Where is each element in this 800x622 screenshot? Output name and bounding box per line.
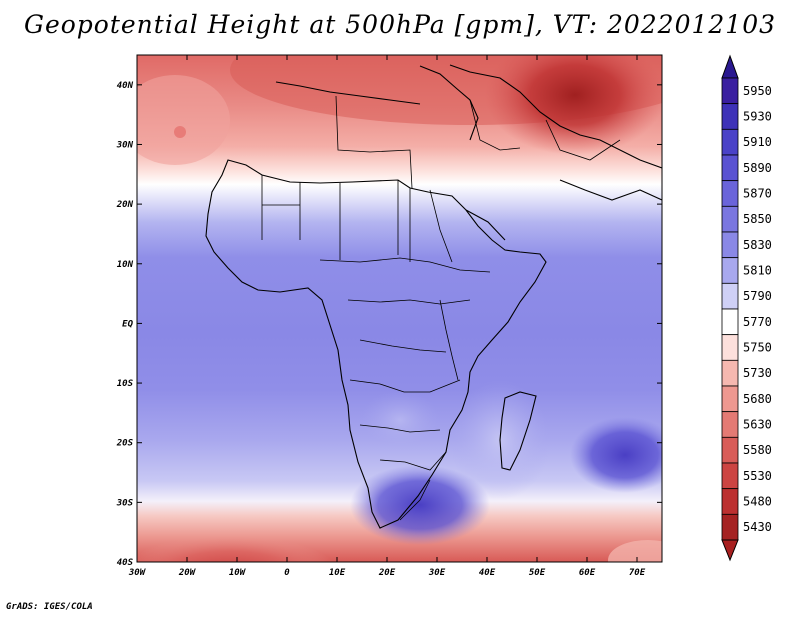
colorbar: 5950 5930 5910 5890 5870 5850 5830 5810 5790 5770… (721, 54, 772, 562)
colorbar-label: 5680 (743, 392, 772, 406)
lon-tick-label: 10W (229, 568, 247, 578)
colorbar-label: 5910 (743, 135, 772, 149)
colorbar-label: 5750 (743, 341, 772, 355)
colorbar-swatch (721, 513, 739, 541)
colorbar-label: 5630 (743, 418, 772, 432)
colorbar-label: 5890 (743, 161, 772, 175)
lat-tick-label: 30S (116, 498, 134, 508)
colorbar-label: 5830 (743, 238, 772, 252)
lon-tick-label: 70E (629, 568, 646, 578)
colorbar-swatch (721, 385, 739, 413)
colorbar-swatch (721, 128, 739, 156)
lat-tick-label: 20S (116, 439, 134, 449)
lon-tick-label: 0 (284, 568, 290, 578)
lat-tick-label: 40S (117, 558, 134, 568)
colorbar-swatch (721, 77, 739, 105)
colorbar-label: 5870 (743, 187, 772, 201)
lon-tick-label: 20E (378, 568, 396, 578)
colorbar-label: 5430 (743, 520, 772, 534)
colorbar-swatch (721, 103, 739, 130)
chart-title: Geopotential Height at 500hPa [gpm], VT:… (23, 10, 777, 39)
lon-tick-label: 40E (479, 568, 496, 578)
height-field (137, 55, 662, 562)
colorbar-swatch (721, 205, 739, 233)
colorbar-swatch (721, 231, 739, 259)
lon-tick-label: 30E (428, 568, 446, 578)
lat-tick-label: 10N (117, 260, 134, 270)
colorbar-label: 5580 (743, 443, 772, 457)
colorbar-label: 5480 (743, 495, 772, 509)
lon-tick-label: 50E (529, 568, 546, 578)
colorbar-label: 5530 (743, 469, 772, 483)
footer-credit: GrADS: IGES/COLA (6, 602, 93, 612)
lat-tick-label: 10S (117, 379, 134, 389)
lat-tick-label: 20N (116, 200, 134, 210)
lon-tick-label: 30W (128, 568, 147, 578)
colorbar-label: 5950 (743, 84, 772, 98)
colorbar-swatch (721, 282, 739, 310)
country-borders (261, 95, 621, 521)
colorbar-label: 5810 (743, 264, 772, 278)
colorbar-swatch (721, 308, 739, 336)
lon-tick-label: 10E (329, 568, 346, 578)
colorbar-swatch (721, 334, 739, 361)
colorbar-label: 5730 (743, 366, 772, 380)
lon-tick-label: 20W (178, 568, 197, 578)
colorbar-swatch (721, 359, 739, 387)
colorbar-swatch (721, 411, 739, 438)
colorbar-swatch (721, 488, 739, 515)
colorbar-swatch (721, 257, 739, 284)
colorbar-top-triangle (721, 54, 739, 79)
plot-frame (136, 54, 663, 563)
lon-tick-label: 60E (579, 568, 596, 578)
colorbar-label: 5790 (743, 289, 772, 303)
lat-tick-label: 40N (117, 81, 134, 91)
lat-tick-label: EQ (122, 319, 133, 329)
colorbar-swatch (721, 436, 739, 464)
coastlines (205, 64, 662, 529)
colorbar-swatch (721, 154, 739, 182)
lat-tick-label: 30N (116, 140, 134, 150)
colorbar-bottom-triangle (721, 539, 739, 562)
colorbar-label: 5850 (743, 212, 772, 226)
colorbar-swatch (721, 462, 739, 490)
colorbar-label: 5770 (743, 315, 772, 329)
colorbar-label: 5930 (743, 110, 772, 124)
colorbar-swatch (721, 180, 739, 207)
axis-ticks: 30W 20W 10W 0 10E 20E 30E 40E 50E 60E 70E 40N 30N 20N… (116, 55, 662, 578)
